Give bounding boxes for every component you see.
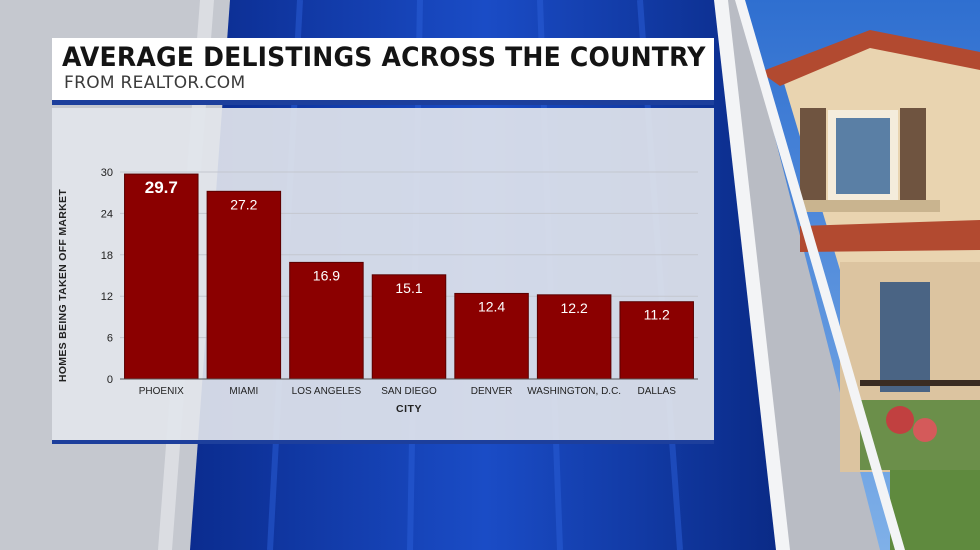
title-box: AVERAGE DELISTINGS ACROSS THE COUNTRY FR… bbox=[52, 38, 714, 100]
y-tick-labels: 0 6 12 18 24 30 bbox=[101, 167, 113, 386]
bar bbox=[619, 301, 694, 380]
value-label: 16.9 bbox=[313, 267, 340, 283]
y-axis-label: HOMES BEING TAKEN OFF MARKET bbox=[57, 189, 69, 382]
y-tick-label: 6 bbox=[107, 333, 113, 345]
bar bbox=[206, 190, 282, 380]
y-tick-label: 24 bbox=[101, 208, 113, 220]
bars bbox=[124, 173, 694, 380]
x-tick-label: SAN DIEGO bbox=[381, 386, 437, 397]
chart-title: AVERAGE DELISTINGS ACROSS THE COUNTRY bbox=[62, 42, 706, 73]
y-tick-label: 0 bbox=[107, 374, 113, 386]
title-rule bbox=[52, 100, 714, 105]
x-tick-label: DALLAS bbox=[638, 386, 677, 397]
x-tick-label: LOS ANGELES bbox=[292, 386, 362, 397]
value-label: 11.2 bbox=[644, 307, 670, 323]
bar bbox=[124, 173, 199, 380]
x-tick-label: DENVER bbox=[471, 386, 513, 397]
x-tick-labels: PHOENIX MIAMI LOS ANGELES SAN DIEGO DENVER WA… bbox=[139, 386, 676, 397]
value-label: 15.1 bbox=[395, 280, 422, 296]
y-tick-label: 12 bbox=[101, 291, 113, 303]
bar bbox=[454, 292, 529, 380]
bar bbox=[289, 261, 364, 380]
y-tick-label: 30 bbox=[101, 167, 113, 179]
value-label: 27.2 bbox=[230, 196, 257, 212]
x-tick-label: MIAMI bbox=[229, 386, 258, 397]
value-label: 29.7 bbox=[145, 178, 178, 197]
value-labels: 29.7 27.2 16.9 15.1 12.4 12.2 11.2 bbox=[145, 178, 670, 323]
x-tick-label: PHOENIX bbox=[139, 386, 184, 397]
bar bbox=[371, 274, 447, 380]
panel-rule bbox=[52, 440, 714, 444]
y-tick-label: 18 bbox=[101, 250, 113, 262]
value-label: 12.4 bbox=[478, 298, 505, 314]
x-axis-label: CITY bbox=[396, 403, 422, 415]
house-illustration bbox=[760, 30, 980, 550]
bar bbox=[536, 294, 612, 380]
chart-subtitle: FROM REALTOR.COM bbox=[64, 73, 246, 93]
value-label: 12.2 bbox=[561, 300, 588, 316]
x-tick-label: WASHINGTON, D.C. bbox=[527, 386, 621, 397]
